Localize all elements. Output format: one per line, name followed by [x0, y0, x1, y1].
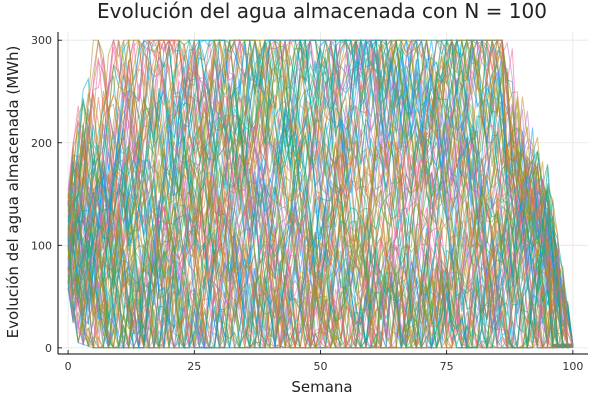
series-line	[67, 39, 574, 347]
series-line	[67, 39, 574, 350]
series-layer	[67, 38, 574, 350]
series-line	[67, 39, 574, 350]
series-line	[67, 165, 574, 349]
axes: 0 25 50 75 100 0 100 200 300	[31, 32, 588, 373]
y-tick-label: 100	[31, 239, 52, 252]
series-line	[67, 40, 574, 348]
series-line	[67, 39, 574, 348]
x-axis-label: Semana	[291, 378, 352, 396]
y-axis-label: Evolución del agua almacenada (MWh)	[4, 46, 22, 339]
series-line	[67, 140, 573, 349]
x-tick-label: 75	[440, 360, 454, 373]
series-line	[67, 38, 573, 349]
series-line	[67, 39, 574, 349]
series-line	[67, 133, 574, 349]
series-line	[67, 39, 573, 349]
y-tick-label: 300	[31, 34, 52, 47]
y-tick-label: 0	[45, 342, 52, 355]
series-line	[67, 39, 573, 350]
chart-title: Evolución del agua almacenada con N = 10…	[97, 0, 547, 23]
x-tick-label: 25	[187, 360, 201, 373]
x-tick-label: 100	[562, 360, 583, 373]
y-tick-label: 200	[31, 137, 52, 150]
series-line	[67, 38, 574, 350]
x-tick-label: 50	[313, 360, 327, 373]
x-tick-label: 0	[65, 360, 72, 373]
